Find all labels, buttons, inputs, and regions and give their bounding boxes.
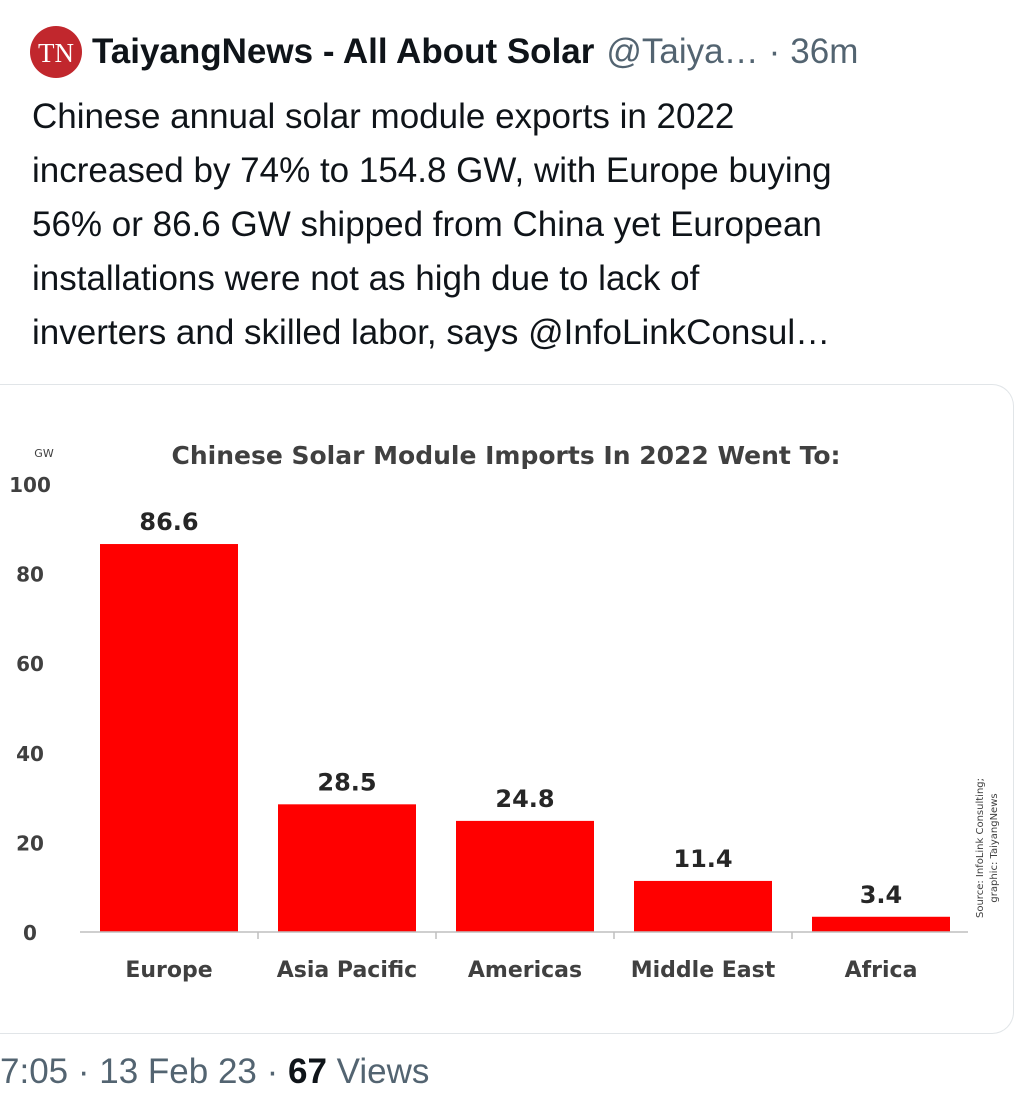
- y-tick-label: 20: [16, 831, 44, 855]
- y-tick-label: 100: [9, 473, 51, 497]
- views-label: Views: [336, 1052, 430, 1091]
- bar-asia-pacific: [278, 804, 416, 932]
- y-tick-label: 40: [16, 742, 44, 766]
- author-handle[interactable]: @Taiya…: [606, 32, 759, 71]
- bar-africa: [812, 916, 950, 932]
- x-category-label: Asia Pacific: [277, 958, 417, 983]
- logo-initials: TN: [38, 38, 74, 67]
- x-category-label: Europe: [125, 958, 212, 983]
- x-category-label: Americas: [468, 958, 582, 983]
- tweet-text-line[interactable]: inverters and skilled labor, says @InfoL…: [32, 313, 831, 352]
- source-line: Source: InfoLink Consulting;: [975, 778, 986, 918]
- tweet-text-line: Chinese annual solar module exports in 2…: [32, 97, 735, 136]
- tweet-time[interactable]: 36m: [790, 32, 859, 71]
- tweet-text: Chinese annual solar module exports in 2…: [32, 90, 997, 360]
- data-label: 11.4: [673, 845, 732, 873]
- tweet-text-line: increased by 74% to 154.8 GW, with Europ…: [32, 151, 832, 190]
- views-count: 67: [288, 1052, 327, 1091]
- data-label: 3.4: [860, 881, 903, 909]
- x-category-label: Africa: [845, 958, 918, 983]
- media-image[interactable]: Chinese Solar Module Imports In 2022 Wen…: [0, 384, 1014, 1034]
- header-separator: ·: [768, 32, 781, 71]
- y-tick-label: 60: [16, 652, 44, 676]
- source-line: graphic: TaiyangNews: [989, 793, 1000, 902]
- bar-americas: [456, 820, 594, 932]
- tweet-meta: 7:05 · 13 Feb 23 · 67 Views: [0, 1052, 1014, 1104]
- meta-separator: ·: [266, 1052, 279, 1091]
- author-name[interactable]: TaiyangNews - All About Solar: [92, 32, 595, 71]
- meta-separator: ·: [77, 1052, 90, 1091]
- tweet-header: TN TaiyangNews - All About Solar @Taiya……: [30, 26, 1000, 78]
- tweet-text-line: 56% or 86.6 GW shipped from China yet Eu…: [32, 205, 822, 244]
- post-time[interactable]: 7:05: [0, 1052, 69, 1091]
- bar-chart: Chinese Solar Module Imports In 2022 Wen…: [9, 441, 1000, 983]
- source-note: Source: InfoLink Consulting; graphic: Ta…: [975, 778, 1000, 918]
- y-tick-label: 80: [16, 563, 44, 587]
- data-label: 28.5: [317, 768, 376, 796]
- data-label: 86.6: [139, 508, 198, 536]
- tweet-text-line: installations were not as high due to la…: [32, 259, 700, 298]
- avatar[interactable]: TN: [30, 26, 82, 78]
- taiyangnews-logo-icon: TN: [38, 38, 74, 67]
- bar-middle-east: [634, 880, 772, 932]
- bar-europe: [100, 544, 238, 932]
- post-date[interactable]: 13 Feb 23: [99, 1052, 257, 1091]
- x-category-label: Middle East: [631, 958, 776, 983]
- y-unit-label: GW: [34, 447, 54, 460]
- data-label: 24.8: [495, 785, 554, 813]
- y-tick-label: 0: [23, 921, 37, 945]
- chart-title: Chinese Solar Module Imports In 2022 Wen…: [171, 441, 840, 470]
